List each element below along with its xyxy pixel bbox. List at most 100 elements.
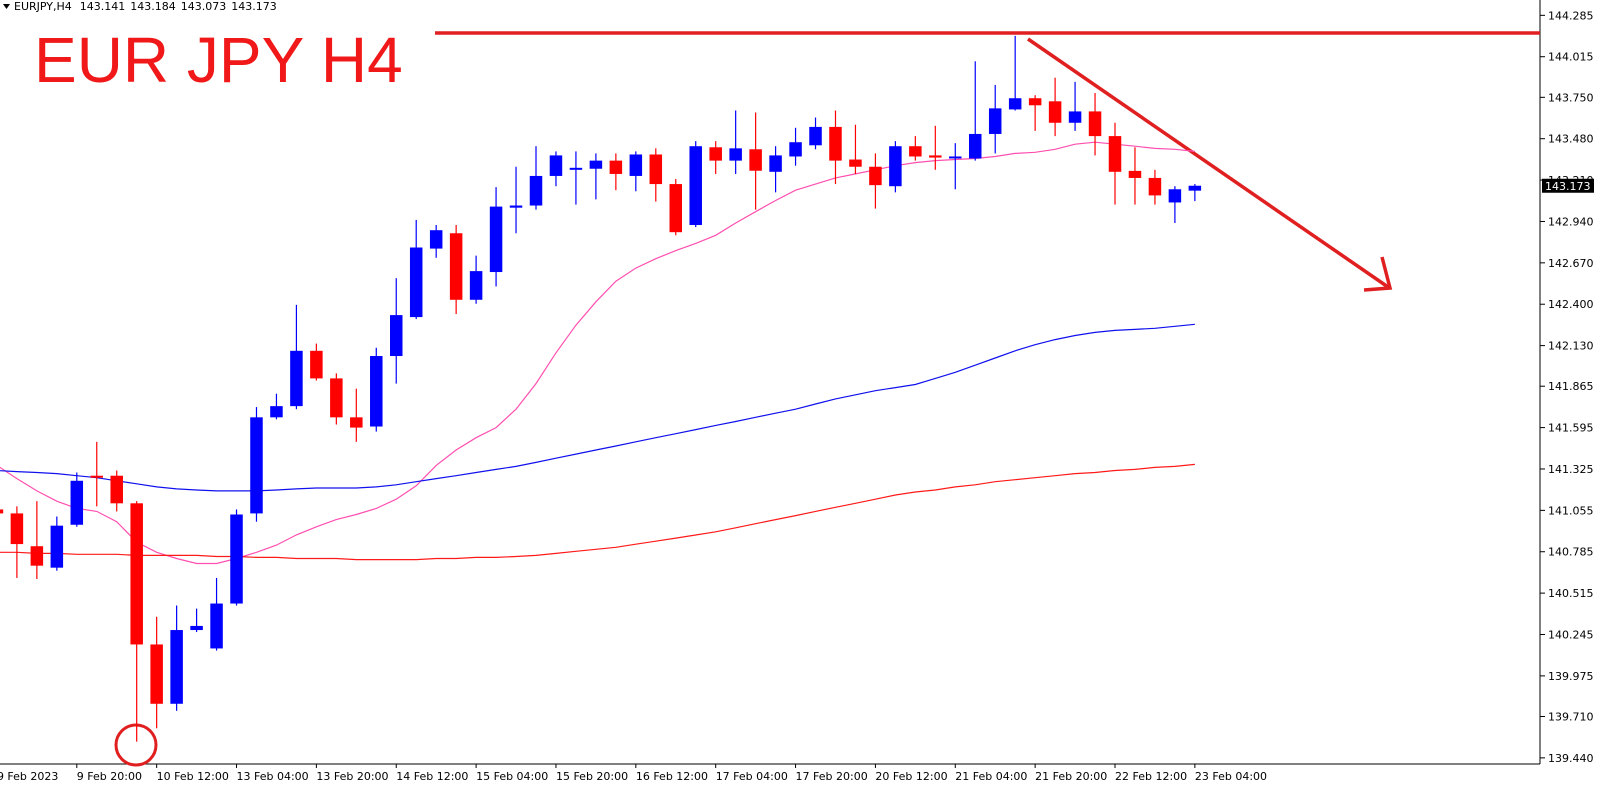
candle-body <box>449 233 463 300</box>
candle-body <box>330 378 343 418</box>
header: EURJPY,H4 143.141 143.184 143.073 143.173 <box>14 0 277 13</box>
candle-body <box>1108 136 1122 172</box>
y-tick-label: 142.400 <box>1548 298 1594 311</box>
candle-body <box>489 206 503 273</box>
arrow-head <box>1363 256 1393 292</box>
candle-body <box>1168 189 1182 203</box>
candle-body <box>809 126 822 146</box>
candle-body <box>1068 111 1082 123</box>
y-tick-label: 141.055 <box>1548 504 1594 517</box>
candle-body <box>130 503 143 645</box>
y-tick-label: 140.785 <box>1548 546 1594 559</box>
candle-body <box>210 603 223 649</box>
candle-body <box>170 630 183 704</box>
x-tick-label: 17 Feb 20:00 <box>796 770 868 783</box>
candle-body <box>110 475 123 504</box>
candle-body <box>1128 170 1142 178</box>
x-tick-label: 15 Feb 04:00 <box>476 770 548 783</box>
x-tick-label: 22 Feb 12:00 <box>1115 770 1187 783</box>
candle-body <box>50 525 64 568</box>
x-tick-label: 17 Feb 04:00 <box>716 770 788 783</box>
low-circle <box>114 723 158 767</box>
trend-arrow <box>1027 37 1389 289</box>
candle-body <box>0 509 4 514</box>
menu-triangle <box>3 4 10 9</box>
header-close: 143.173 <box>231 0 277 13</box>
candle-body <box>988 108 1002 134</box>
candle-body <box>609 160 623 174</box>
candle-body <box>370 356 383 427</box>
y-tick-label: 139.710 <box>1548 710 1594 723</box>
candle-body <box>10 513 24 545</box>
candle-body <box>929 155 942 158</box>
candle-body <box>549 155 563 176</box>
symbol: EURJPY,H4 <box>14 0 72 13</box>
annotation: EUR JPY H4 <box>34 24 403 96</box>
y-tick-label: 141.865 <box>1548 380 1594 393</box>
candle-body <box>350 417 363 428</box>
y-tick-label: 140.515 <box>1548 587 1594 600</box>
candle-body <box>589 160 603 169</box>
moving-average <box>0 141 1195 565</box>
candle-body <box>889 146 902 187</box>
price-box <box>1542 178 1594 193</box>
candle-body <box>789 142 802 157</box>
candle-body <box>1008 98 1022 110</box>
candle-body <box>1148 177 1162 196</box>
plot: 139.440 139.710 139.975 140.245 140.515 140.7… <box>0 9 1594 783</box>
candle-body <box>30 546 44 566</box>
y-tick-label: 139.440 <box>1548 752 1594 765</box>
x-tick-label: 9 Feb 2023 <box>0 770 58 783</box>
y-tick-label: 144.285 <box>1548 9 1594 22</box>
x-tick-label: 21 Feb 20:00 <box>1035 770 1107 783</box>
y-tick-label: 143.480 <box>1548 133 1594 146</box>
candle-body <box>190 625 203 631</box>
candle-body <box>569 167 583 170</box>
y-tick-label: 141.325 <box>1548 463 1594 476</box>
y-tick-label: 142.940 <box>1548 215 1594 228</box>
candle-body <box>1188 185 1202 191</box>
candle-body <box>968 133 982 159</box>
candle-body <box>230 514 243 604</box>
moving-average <box>0 463 1195 561</box>
x-tick-label: 15 Feb 20:00 <box>556 770 628 783</box>
x-tick-label: 14 Feb 12:00 <box>396 770 468 783</box>
candle-body <box>749 149 762 171</box>
candle-body <box>769 155 782 172</box>
header-high: 143.184 <box>130 0 176 13</box>
candle-body <box>909 146 922 157</box>
candle-body <box>849 159 862 167</box>
candle-body <box>1088 111 1102 137</box>
candle-body <box>469 271 483 300</box>
header-open: 143.141 <box>80 0 126 13</box>
candle-body <box>649 154 663 185</box>
candle-body <box>689 146 702 225</box>
header-low: 143.073 <box>181 0 227 13</box>
x-tick-label: 16 Feb 12:00 <box>636 770 708 783</box>
candle-body <box>70 480 84 525</box>
candle-body <box>669 184 683 233</box>
candle-body <box>290 350 303 407</box>
y-tick-label: 142.130 <box>1548 340 1594 353</box>
candle-body <box>529 175 543 206</box>
y-tick-label: 141.595 <box>1548 422 1594 435</box>
candle-body <box>1048 101 1062 123</box>
x-tick-label: 13 Feb 20:00 <box>316 770 388 783</box>
candle-body <box>310 350 323 379</box>
candle-body <box>829 126 842 161</box>
current-price: 143.173 <box>1545 180 1591 193</box>
y-tick-label: 139.975 <box>1548 670 1594 683</box>
candle-body <box>509 205 523 208</box>
candle-body <box>629 154 643 176</box>
y-tick-label: 144.015 <box>1548 51 1594 64</box>
candle-body <box>90 475 104 478</box>
candle-body <box>1028 98 1042 106</box>
y-tick-label: 142.670 <box>1548 257 1594 270</box>
y-tick-label: 143.750 <box>1548 91 1594 104</box>
x-tick-label: 9 Feb 20:00 <box>77 770 142 783</box>
candle-body <box>869 166 882 186</box>
x-tick-label: 21 Feb 04:00 <box>955 770 1027 783</box>
moving-average <box>0 323 1195 492</box>
